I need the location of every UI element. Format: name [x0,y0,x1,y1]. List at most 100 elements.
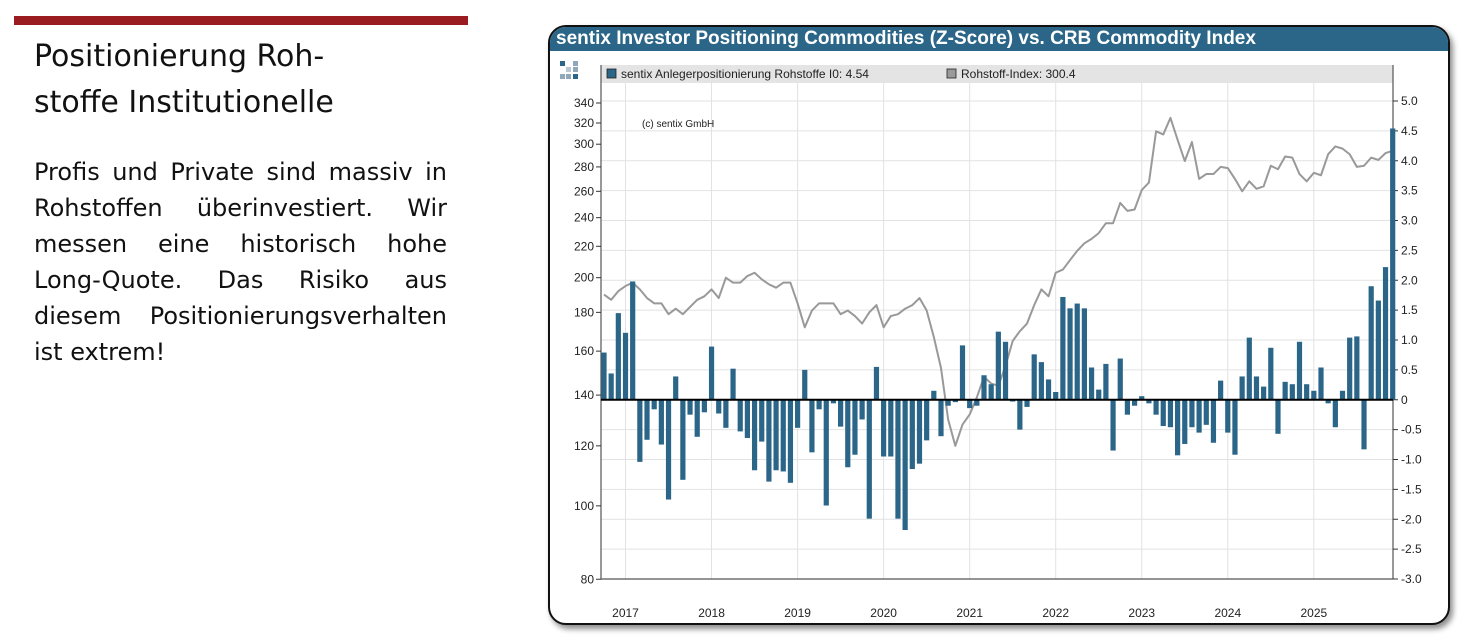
positioning-bar [916,399,923,464]
right-tick-label: -1.5 [1401,482,1422,496]
x-tick-label: 2019 [784,606,811,620]
legend-band [601,65,1393,83]
positioning-bar [888,399,894,457]
chart-title: sentix Investor Positioning Commodities … [550,27,1448,51]
positioning-bar [838,399,844,427]
positioning-bar [637,399,643,462]
positioning-bar [1339,390,1346,400]
right-tick-label: 1.5 [1401,303,1418,317]
positioning-bar [952,399,958,403]
positioning-bar [1325,399,1331,404]
positioning-bar [981,375,987,400]
positioning-bar [1289,384,1295,400]
positioning-bar [1375,300,1381,400]
positioning-bar [694,399,700,437]
left-tick-label: 180 [574,305,594,319]
positioning-bar [1311,390,1317,400]
logo-square [573,67,578,72]
positioning-bar [723,399,729,428]
positioning-bar [881,399,887,457]
positioning-bar [1275,399,1281,434]
positioning-bar [658,399,664,445]
positioning-bar [794,399,801,428]
x-tick-label: 2024 [1214,606,1241,620]
positioning-bar [802,369,808,400]
positioning-bar [680,399,686,480]
chart-svg: 2017 2018 2019 2020 2021 2022 2023 2024 2025 340 3… [560,61,1422,620]
left-tick-label: 160 [574,344,594,358]
logo-square [573,74,578,79]
positioning-bar [759,399,765,442]
positioning-bar [622,332,629,400]
positioning-bar [845,399,851,468]
legend-swatch-positioning [606,68,617,79]
legend-label-positioning: sentix Anlegerpositionierung Rohstoffe I… [621,67,869,81]
page-title: Positionierung Roh- stoffe Institutionel… [34,34,454,126]
positioning-bar [1318,367,1324,400]
positioning-bar [1153,399,1159,415]
positioning-bar [1268,347,1274,400]
positioning-bar [751,399,758,471]
positioning-bar [1081,308,1087,400]
positioning-bar [866,399,872,519]
positioning-bar [1189,399,1195,428]
positioning-bar [1175,399,1181,456]
left-tick-label: 300 [574,137,594,151]
positioning-bar [1117,358,1123,400]
right-tick-label: 5.0 [1401,94,1418,108]
left-tick-label: 200 [574,271,594,285]
x-tick-label: 2017 [612,606,639,620]
positioning-bar [665,399,672,500]
logo-square [560,61,565,66]
positioning-bar [1253,376,1260,400]
positioning-bar [673,376,679,400]
positioning-bar [1103,363,1109,400]
positioning-bar [1088,367,1095,400]
positioning-bar [1160,399,1166,427]
right-tick-label: 0.5 [1401,363,1418,377]
left-tick-label: 120 [574,439,594,453]
copyright-text: (c) sentix GmbH [642,119,714,130]
right-tick-label: -2.0 [1401,512,1422,526]
positioning-bar [931,390,937,400]
positioning-bar [644,399,650,440]
x-tick-label: 2023 [1128,606,1155,620]
right-tick-label: 2.5 [1401,243,1418,257]
positioning-bar [687,399,693,415]
right-tick-label: -2.5 [1401,542,1422,556]
positioning-bar [924,399,930,441]
right-tick-label: 4.0 [1401,154,1418,168]
chart-panel: sentix Investor Positioning Commodities … [548,25,1450,625]
right-tick-label: 3.5 [1401,184,1418,198]
left-tick-label: 140 [574,388,594,402]
x-tick-label: 2022 [1042,606,1069,620]
positioning-bar [737,399,743,432]
right-tick-label: 2.0 [1401,273,1418,287]
positioning-bar [1296,341,1303,400]
left-tick-label: 260 [574,184,594,198]
positioning-bar [1060,296,1066,400]
left-tick-label: 220 [574,239,594,253]
positioning-bar [1261,386,1267,400]
positioning-bar [744,399,750,438]
positioning-bar [1067,308,1073,400]
positioning-bar [1368,286,1374,400]
positioning-bar [1053,391,1059,400]
left-tick-label: 340 [574,96,594,110]
positioning-bar [1074,303,1080,400]
positioning-bar [1304,384,1310,400]
positioning-bar [945,399,951,406]
positioning-bar [909,399,915,470]
logo-square [566,74,571,79]
positioning-bar [701,399,707,413]
positioning-bar [1031,354,1037,400]
positioning-bar [1239,376,1245,400]
left-tick-label: 320 [574,116,594,130]
positioning-bar [766,399,772,482]
positioning-bar [1182,399,1188,444]
positioning-bar [787,399,794,483]
positioning-bar [1024,399,1030,407]
positioning-bar [1017,399,1023,430]
positioning-bar [780,399,786,472]
right-tick-label: 4.5 [1401,124,1418,138]
